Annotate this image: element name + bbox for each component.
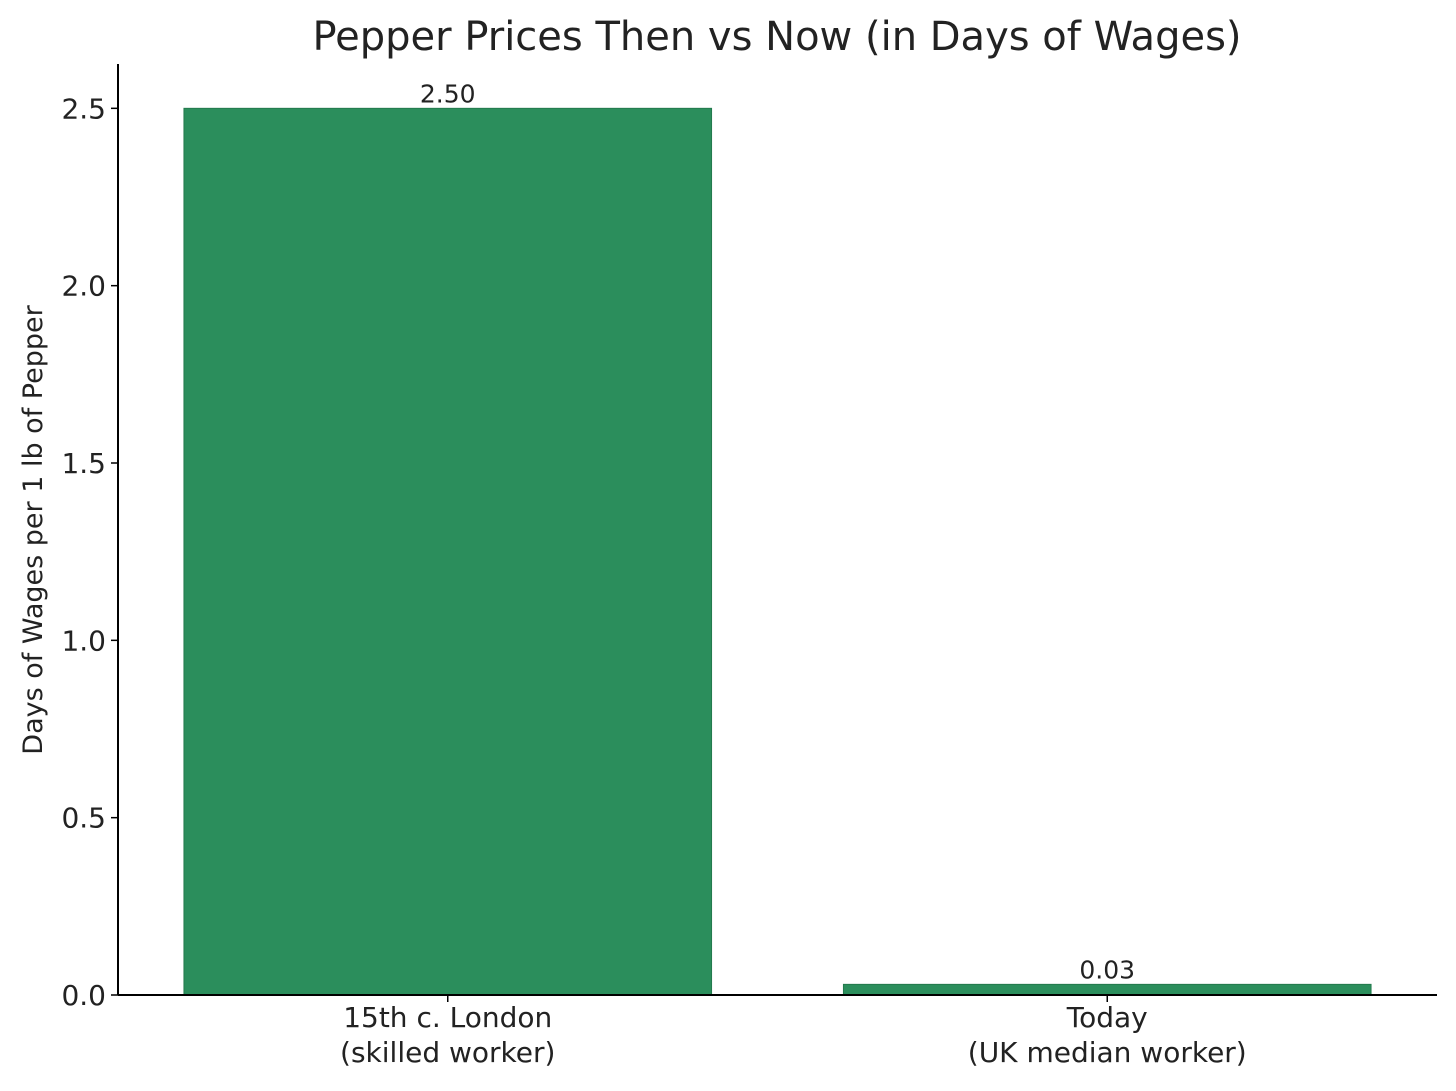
x-tick-label-1: 15th c. London (skilled worker) bbox=[340, 1001, 555, 1069]
y-tick-label-6: 2.5 bbox=[61, 92, 106, 125]
x-tick-label-2: Today (UK median worker) bbox=[968, 1001, 1247, 1069]
y-axis-ticks: 0.0 0.5 1.0 1.5 2.0 2.5 bbox=[61, 92, 118, 1012]
bar-value-label-2: 0.03 bbox=[1079, 955, 1135, 984]
y-axis-label: Days of Wages per 1 lb of Pepper bbox=[18, 304, 49, 754]
bars-layer bbox=[183, 107, 1372, 996]
value-labels-layer: 2.50 0.03 bbox=[420, 79, 1135, 984]
x-axis-ticks: 15th c. London (skilled worker) Today (UK m… bbox=[340, 995, 1247, 1069]
bar-2 bbox=[842, 983, 1372, 996]
y-tick-label-1: 0.0 bbox=[61, 979, 106, 1012]
chart-title: Pepper Prices Then vs Now (in Days of Wa… bbox=[312, 14, 1241, 60]
bar-value-label-1: 2.50 bbox=[420, 79, 476, 108]
bar-1 bbox=[183, 107, 713, 996]
y-tick-label-5: 2.0 bbox=[61, 270, 106, 303]
y-tick-label-4: 1.5 bbox=[61, 447, 106, 480]
y-tick-label-3: 1.0 bbox=[61, 624, 106, 657]
y-tick-label-2: 0.5 bbox=[61, 802, 106, 835]
